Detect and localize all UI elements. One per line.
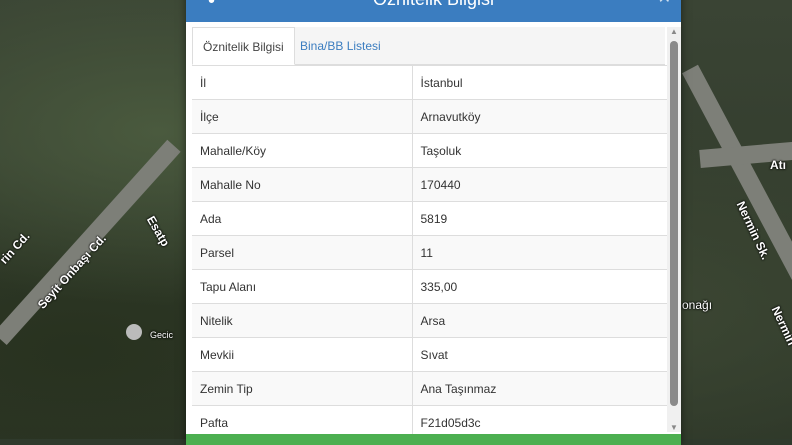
table-row: Pafta F21d05d3c — [192, 405, 667, 440]
attribute-key: Mahalle/Köy — [192, 133, 413, 168]
attribute-key: Nitelik — [192, 303, 413, 338]
table-row: Mahalle No 170440 — [192, 167, 667, 202]
tab-building-list[interactable]: Bina/BB Listesi — [300, 39, 381, 53]
place-label: onağı — [682, 298, 713, 312]
attribute-table: İl İstanbul İlçe Arnavutköy Mahalle/Köy Taşol… — [192, 65, 667, 440]
dialog-header: • Öznitelik Bilgisi ✕ — [186, 0, 681, 22]
tab-bar: Öznitelik Bilgisi Bina/BB Listesi — [192, 27, 665, 65]
close-icon[interactable]: ✕ — [658, 0, 671, 8]
scroll-down-icon[interactable]: ▼ — [670, 423, 678, 432]
street-label: Atı — [770, 158, 786, 172]
attribute-key: Zemin Tip — [192, 371, 413, 406]
table-row: Nitelik Arsa — [192, 303, 667, 338]
scroll-up-icon[interactable]: ▲ — [670, 27, 678, 36]
scrollbar[interactable]: ▲ ▼ — [667, 27, 681, 432]
attribute-key: İl — [192, 65, 413, 100]
attribute-key: Mahalle No — [192, 167, 413, 202]
footer-bar — [186, 434, 681, 445]
info-icon: • — [208, 0, 216, 12]
attribute-key: İlçe — [192, 99, 413, 134]
attribute-value: 335,00 — [412, 269, 667, 304]
table-row: Mahalle/Köy Taşoluk — [192, 133, 667, 168]
table-row: Ada 5819 — [192, 201, 667, 236]
attribute-key: Parsel — [192, 235, 413, 270]
attribute-value: Ana Taşınmaz — [412, 371, 667, 406]
map-pin-icon[interactable] — [126, 324, 142, 340]
attribute-dialog: • Öznitelik Bilgisi ✕ Öznitelik Bilgisi … — [186, 0, 681, 445]
attribute-value: İstanbul — [412, 65, 667, 100]
place-label: Gecic — [150, 330, 174, 340]
attribute-key: Tapu Alanı — [192, 269, 413, 304]
road — [682, 64, 792, 445]
street-label: Esatp — [143, 213, 173, 249]
tab-attribute-info[interactable]: Öznitelik Bilgisi — [192, 27, 295, 65]
attribute-value: Sıvat — [412, 337, 667, 372]
table-row: Parsel 11 — [192, 235, 667, 270]
street-label: Seyit Onbaşı Cd. — [34, 231, 110, 312]
attribute-value: Arnavutköy — [412, 99, 667, 134]
street-label: Nermin — [768, 304, 792, 348]
attribute-value: Taşoluk — [412, 133, 667, 168]
dialog-title: Öznitelik Bilgisi — [373, 0, 494, 9]
attribute-key: Ada — [192, 201, 413, 236]
street-label: rin Cd. — [0, 229, 33, 267]
table-row: Zemin Tip Ana Taşınmaz — [192, 371, 667, 406]
table-row: İlçe Arnavutköy — [192, 99, 667, 134]
table-row: İl İstanbul — [192, 65, 667, 100]
attribute-value: 11 — [412, 235, 667, 270]
attribute-key: Mevkii — [192, 337, 413, 372]
attribute-key: Pafta — [192, 405, 413, 440]
attribute-value: Arsa — [412, 303, 667, 338]
table-row: Tapu Alanı 335,00 — [192, 269, 667, 304]
attribute-value: F21d05d3c — [412, 405, 667, 440]
table-row: Mevkii Sıvat — [192, 337, 667, 372]
attribute-value: 5819 — [412, 201, 667, 236]
attribute-value: 170440 — [412, 167, 667, 202]
scrollbar-thumb[interactable] — [670, 41, 678, 406]
